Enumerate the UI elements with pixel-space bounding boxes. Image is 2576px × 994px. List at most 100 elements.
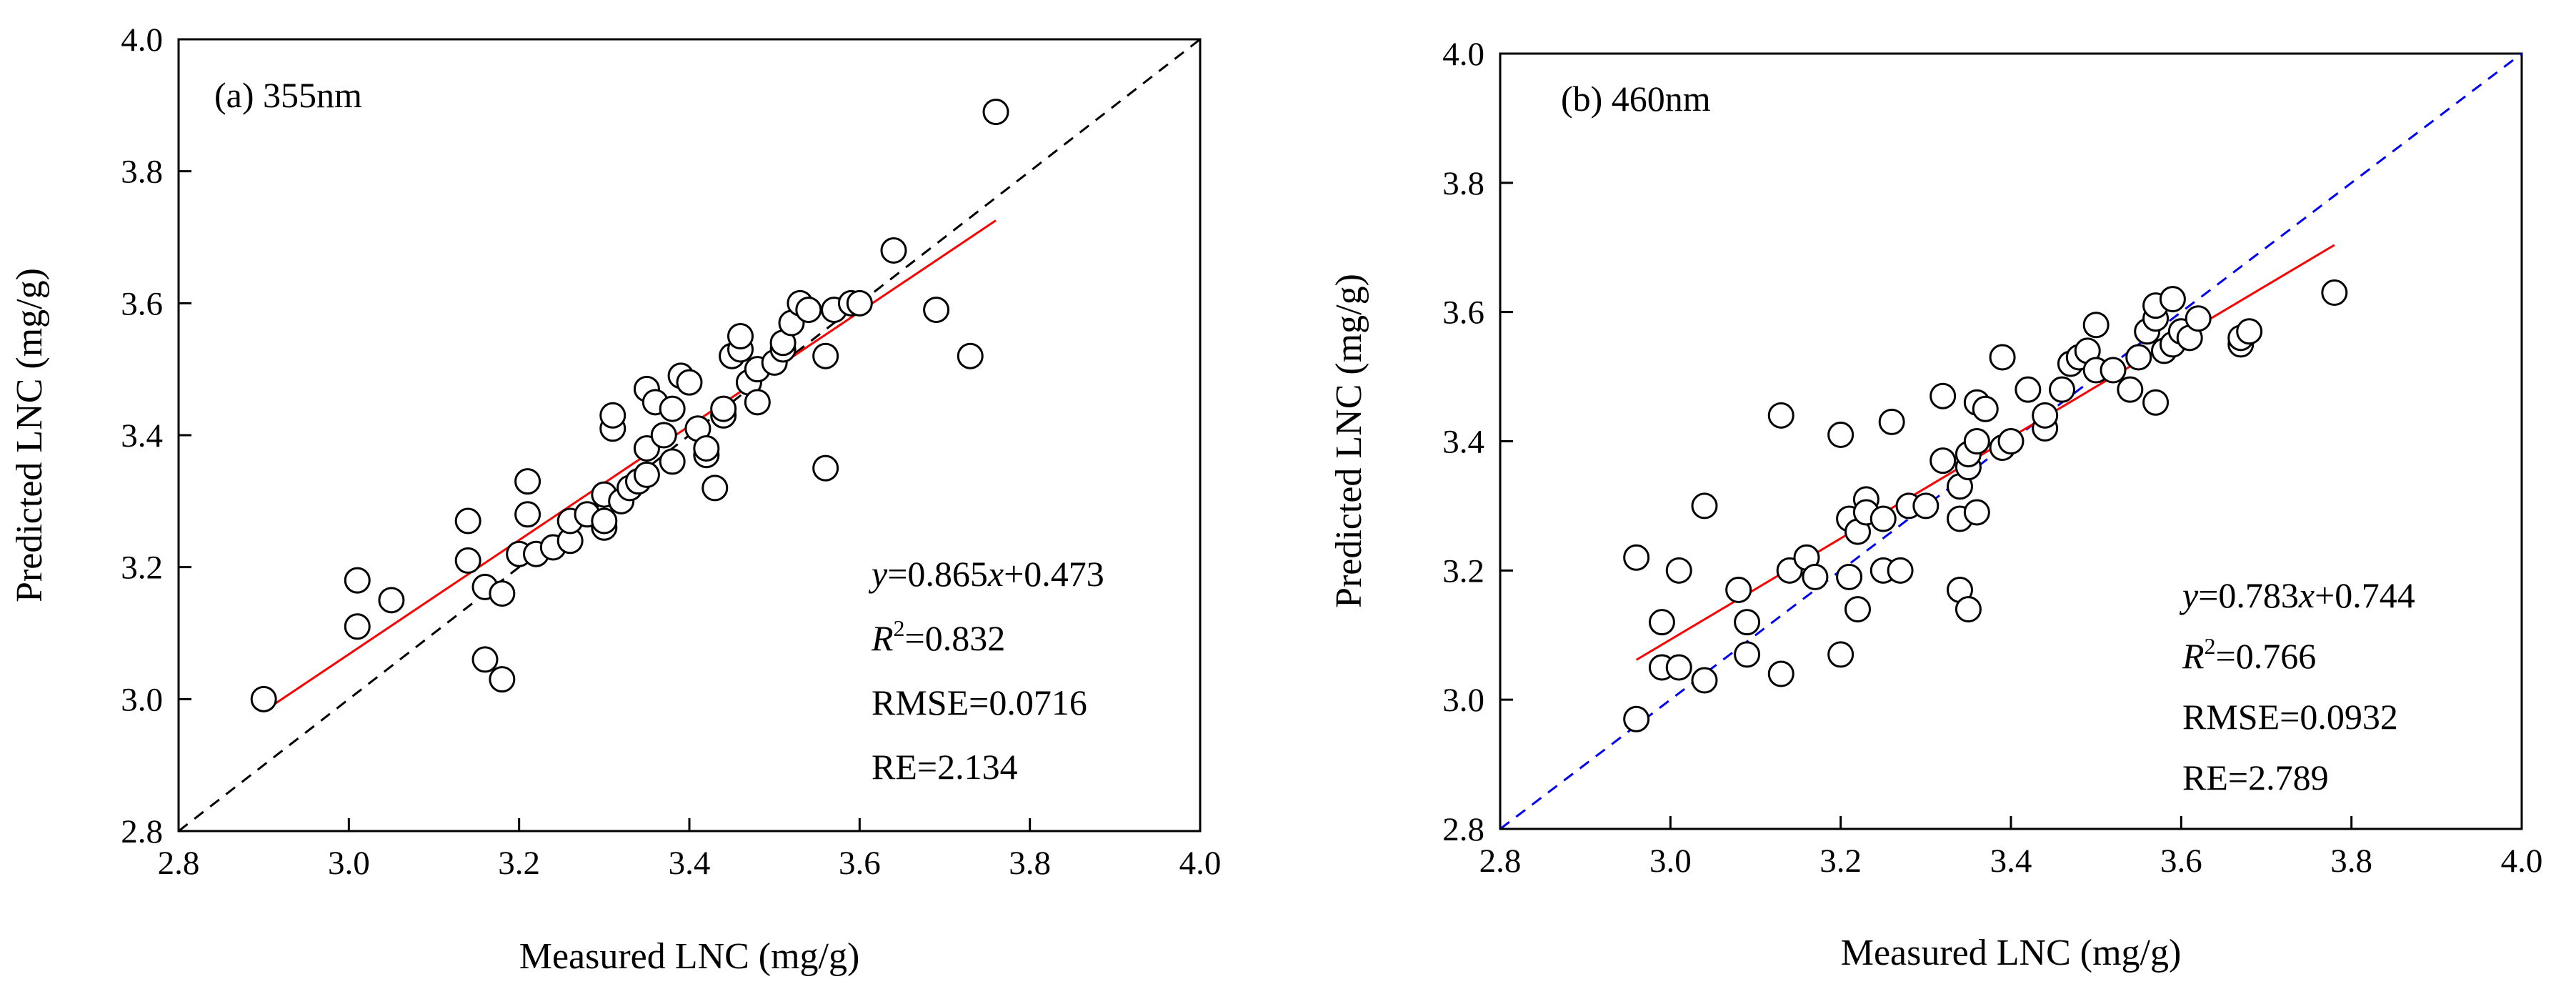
data-point xyxy=(514,468,541,495)
data-point xyxy=(1767,402,1794,429)
points-layer xyxy=(1623,279,2348,732)
x-tick-label: 3.0 xyxy=(1649,843,1692,880)
relative-error: RE=2.134 xyxy=(872,747,1018,787)
data-point xyxy=(1963,499,1990,526)
data-point xyxy=(659,448,686,475)
data-point xyxy=(1869,505,1897,532)
points-layer xyxy=(250,99,1009,712)
y-tick-layer: 2.8 3.0 3.2 3.4 3.6 3.8 4.0 xyxy=(121,21,191,850)
data-point xyxy=(378,587,405,614)
panel-a-chart: 2.8 3.0 3.2 3.4 3.6 3.8 4.0 2.8 3.0 3.2 3.4 3.6 3.8… xyxy=(9,21,1221,977)
x-tick-label: 3.8 xyxy=(2330,843,2372,880)
data-point xyxy=(1887,557,1914,584)
data-point xyxy=(693,434,720,462)
data-point xyxy=(702,474,729,502)
data-point xyxy=(1844,596,1871,623)
y-axis-label: Predicted LNC (mg/g) xyxy=(1329,274,1369,608)
y-tick-label: 4.0 xyxy=(1442,36,1484,73)
y-tick-label: 3.0 xyxy=(1442,682,1484,719)
data-point xyxy=(710,395,737,422)
x-tick-label: 3.6 xyxy=(839,845,881,882)
data-point xyxy=(599,402,626,429)
data-point xyxy=(514,501,541,528)
data-point xyxy=(1827,421,1854,448)
y-tick-label: 3.2 xyxy=(121,550,163,587)
x-tick-label: 3.8 xyxy=(1009,845,1051,882)
x-tick-label: 3.0 xyxy=(328,845,370,882)
panel-label: (a) 355nm xyxy=(214,75,362,115)
data-point xyxy=(957,342,984,369)
x-tick-layer: 2.8 3.0 3.2 3.4 3.6 3.8 4.0 xyxy=(158,818,1221,882)
fit-equation: y=0.865x+0.473 xyxy=(868,554,1104,594)
data-point xyxy=(1929,447,1957,474)
x-tick-label: 3.4 xyxy=(1990,843,2032,880)
data-point xyxy=(880,237,907,264)
data-point xyxy=(923,297,950,324)
x-tick-label: 3.2 xyxy=(1819,843,1862,880)
data-point xyxy=(2032,402,2059,429)
data-point xyxy=(1623,705,1650,732)
data-point xyxy=(1989,344,2016,371)
data-point xyxy=(1972,395,1999,422)
data-point xyxy=(1767,660,1794,687)
data-point xyxy=(2142,389,2170,416)
data-point xyxy=(250,685,277,712)
panel-b-chart: 2.8 3.0 3.2 3.4 3.6 3.8 4.0 2.8 3.0 3.2 3.4 3.6 3.8… xyxy=(1329,36,2542,973)
data-point xyxy=(812,454,839,482)
x-tick-label: 2.8 xyxy=(1479,843,1522,880)
y-tick-label: 3.8 xyxy=(1442,165,1484,202)
y-tick-label: 3.6 xyxy=(121,285,163,322)
data-point xyxy=(2100,357,2127,384)
data-point xyxy=(1691,492,1718,520)
data-point xyxy=(1734,609,1761,636)
data-point xyxy=(1734,641,1761,668)
r-squared: R2=0.832 xyxy=(871,615,1005,658)
rmse: RMSE=0.0716 xyxy=(872,682,1087,722)
rmse: RMSE=0.0932 xyxy=(2182,697,2398,737)
y-tick-label: 3.8 xyxy=(121,154,163,191)
fit-line-layer xyxy=(263,219,997,712)
y-tick-label: 2.8 xyxy=(121,813,163,850)
data-point xyxy=(1878,408,1905,435)
data-point xyxy=(2236,318,2263,345)
x-axis-label: Measured LNC (mg/g) xyxy=(1841,933,2182,973)
data-point xyxy=(633,461,660,488)
y-tick-label: 4.0 xyxy=(121,21,163,59)
data-point xyxy=(982,99,1009,126)
data-point xyxy=(2185,305,2212,332)
y-tick-layer: 2.8 3.0 3.2 3.4 3.6 3.8 4.0 xyxy=(1442,36,1513,848)
data-point xyxy=(2117,376,2144,403)
data-point xyxy=(2049,376,2075,403)
y-axis-label: Predicted LNC (mg/g) xyxy=(9,268,50,602)
y-tick-label: 3.0 xyxy=(121,681,163,718)
data-point xyxy=(1997,428,2025,454)
data-point xyxy=(2321,279,2348,307)
data-point xyxy=(1802,563,1829,590)
data-point xyxy=(1665,557,1692,584)
x-tick-label: 3.2 xyxy=(498,845,540,882)
data-point xyxy=(1827,641,1854,668)
data-point xyxy=(489,580,516,607)
data-point xyxy=(2159,286,2186,313)
fit-line-layer xyxy=(1635,244,2335,661)
data-point xyxy=(1648,609,1675,636)
data-point xyxy=(676,369,703,396)
panel-label: (b) 460nm xyxy=(1561,79,1711,119)
data-point xyxy=(727,323,754,349)
data-point xyxy=(454,507,481,535)
data-point xyxy=(1963,428,1990,454)
r-squared: R2=0.766 xyxy=(2182,633,2316,676)
data-point xyxy=(1665,654,1692,681)
y-tick-label: 3.2 xyxy=(1442,552,1484,590)
data-point xyxy=(1623,544,1650,571)
regression-line xyxy=(263,219,997,712)
x-axis-label: Measured LNC (mg/g) xyxy=(519,936,860,977)
x-tick-layer: 2.8 3.0 3.2 3.4 3.6 3.8 4.0 xyxy=(1479,816,2542,880)
data-point xyxy=(812,342,839,369)
data-point xyxy=(344,567,371,594)
regression-line xyxy=(1635,244,2335,661)
data-point xyxy=(2082,312,2110,339)
data-point xyxy=(744,389,771,416)
y-tick-label: 3.4 xyxy=(121,417,163,454)
